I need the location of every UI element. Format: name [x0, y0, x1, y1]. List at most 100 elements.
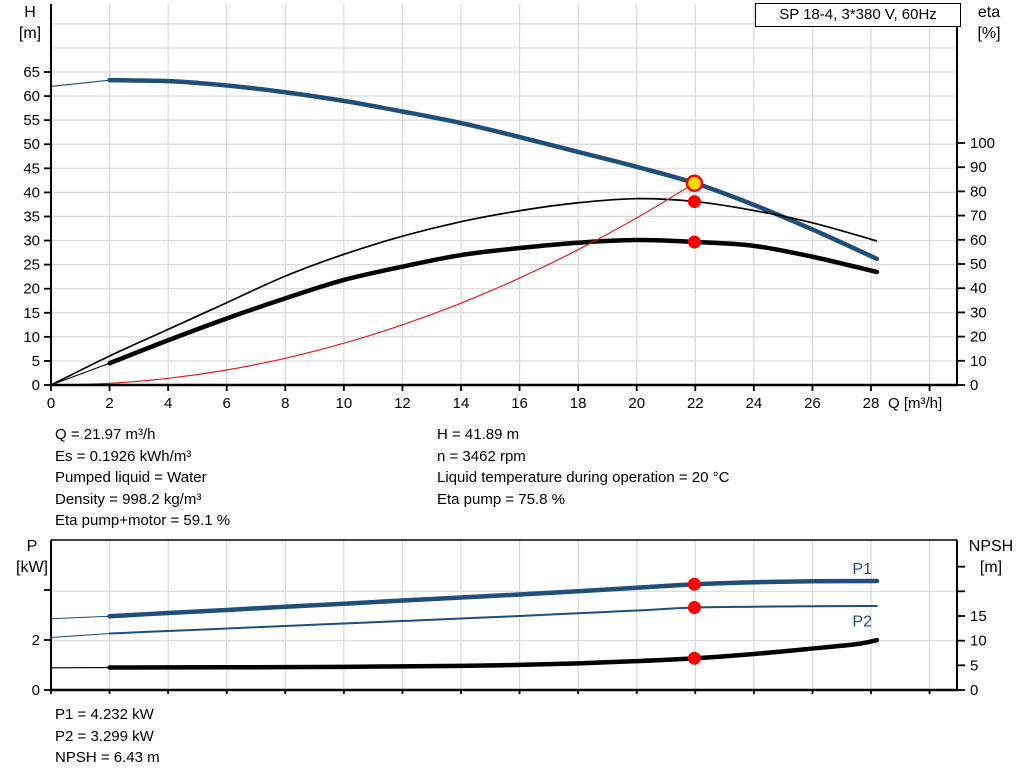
info-line-p1: P1 = 4.232 kW	[55, 706, 154, 723]
info-line-liquid: Pumped liquid = Water	[55, 469, 207, 486]
info-line-q: Q = 21.97 m³/h	[55, 426, 156, 443]
x-tick-label: 16	[511, 395, 528, 412]
left-tick-label: 50	[23, 136, 40, 153]
chart-title: SP 18-4, 3*380 V, 60Hz	[779, 6, 937, 23]
head-curve-main	[107, 77, 880, 262]
left-tick-label: 20	[23, 281, 40, 298]
right-tick-label: 20	[970, 329, 987, 346]
p1-curve-lead	[50, 615, 110, 620]
right-tick-label: 40	[970, 280, 987, 297]
right-tick-label: 5	[970, 657, 978, 674]
npsh-point	[687, 651, 701, 665]
right-tick-label: 60	[970, 232, 987, 249]
x-tick-label: 18	[570, 395, 587, 412]
head-curve-lead	[50, 79, 110, 87]
chart-title-box: SP 18-4, 3*380 V, 60Hz	[755, 3, 961, 27]
left-tick-label: 45	[23, 160, 40, 177]
p-axis-corner-label: P [kW]	[8, 536, 56, 578]
right-tick-label: 100	[970, 135, 995, 152]
npsh-axis-unit: [m]	[979, 559, 1003, 576]
p2-curve-label: P2	[852, 614, 872, 631]
left-tick-label: 10	[23, 329, 40, 346]
left-tick-label: 60	[23, 88, 40, 105]
right-tick-label: 30	[970, 304, 987, 321]
info-line-eta-pump-motor: Eta pump+motor = 59.1 %	[55, 512, 231, 529]
duty-markers	[687, 577, 701, 665]
left-tick-label: 40	[23, 184, 40, 201]
eta-pump-motor-curve-lead	[50, 362, 110, 386]
left-tick-label: 2	[32, 632, 40, 649]
p1-curve-label: P1	[852, 561, 872, 578]
x-tick-label: 14	[453, 395, 470, 412]
info-line-p2: P2 = 3.299 kW	[55, 727, 154, 745]
duty-info-bottom: P1 = 4.232 kW P2 = 3.299 kW NPSH = 6.43 …	[55, 704, 160, 769]
h-axis-unit: [m]	[18, 25, 42, 42]
p2-point	[687, 601, 701, 615]
info-line-h: H = 41.89 m	[437, 426, 520, 443]
eta-pump-point	[687, 195, 701, 209]
duty-info-left: Q = 21.97 m³/h Es = 0.1926 kWh/m³ Pumped…	[55, 424, 230, 532]
right-tick-label: 0	[970, 682, 978, 699]
x-tick-label: 2	[105, 395, 113, 412]
axes: 0 2 0 5 10 15	[32, 539, 987, 699]
p1-curve-main	[107, 578, 880, 619]
npsh-curve	[50, 637, 880, 670]
npsh-curve-main	[107, 637, 880, 670]
right-tick-label: 15	[970, 608, 987, 625]
x-tick-label: 10	[336, 395, 353, 412]
left-tick-label: 5	[32, 353, 40, 370]
npsh-axis-quantity: NPSH	[968, 538, 1014, 555]
eta-pump-motor-curve	[50, 237, 880, 386]
info-line-temperature: Liquid temperature during operation = 20…	[437, 469, 730, 486]
info-line-es: Es = 0.1926 kWh/m³	[55, 447, 192, 465]
eta-axis-corner-label: eta [%]	[966, 2, 1012, 44]
eta-axis-quantity: eta	[977, 4, 1001, 21]
head-curve	[50, 77, 880, 262]
eta-pump-motor-point	[687, 235, 701, 249]
eta-pump-motor-curve-main	[107, 237, 880, 366]
right-tick-label: 50	[970, 256, 987, 273]
x-tick-label: 28	[863, 395, 880, 412]
head-efficiency-chart: 0510152025303540455055606501020304050607…	[23, 4, 995, 412]
p2-curve-main	[108, 605, 878, 635]
x-axis-unit-label: Q [m³/h]	[888, 395, 942, 412]
grid	[51, 4, 957, 385]
x-tick-label: 22	[687, 395, 704, 412]
right-tick-label: 70	[970, 208, 987, 225]
eta-pump-curve	[50, 197, 878, 386]
right-tick-label: 90	[970, 159, 987, 176]
right-tick-label: 80	[970, 183, 987, 200]
x-tick-label: 8	[281, 395, 289, 412]
info-line-n: n = 3462 rpm	[437, 447, 526, 465]
x-tick-label: 12	[394, 395, 411, 412]
p1-curve	[50, 578, 880, 620]
system-curve	[50, 182, 695, 386]
x-tick-label: 6	[223, 395, 231, 412]
h-axis-quantity: H	[24, 4, 36, 21]
x-tick-label: 26	[804, 395, 821, 412]
x-tick-label: 20	[628, 395, 645, 412]
p2-curve	[50, 605, 878, 639]
info-line-npsh: NPSH = 6.43 m	[55, 749, 160, 766]
p-axis-unit: [kW]	[16, 559, 48, 576]
left-tick-label: 0	[32, 682, 40, 699]
left-tick-label: 55	[23, 112, 40, 129]
h-axis-corner-label: H [m]	[10, 2, 50, 44]
left-tick-label: 25	[23, 257, 40, 274]
info-line-density: Density = 998.2 kg/m³	[55, 490, 202, 508]
npsh-axis-corner-label: NPSH [m]	[960, 536, 1022, 578]
right-tick-label: 10	[970, 633, 987, 650]
x-tick-label: 0	[47, 395, 55, 412]
eta-axis-unit: [%]	[977, 25, 1001, 42]
x-tick-label: 24	[746, 395, 763, 412]
left-tick-label: 15	[23, 305, 40, 322]
info-line-eta-pump: Eta pump = 75.8 %	[437, 490, 565, 508]
duty-info-right: H = 41.89 m n = 3462 rpm Liquid temperat…	[437, 424, 729, 510]
left-tick-label: 30	[23, 233, 40, 250]
p2-curve-lead	[50, 632, 110, 639]
duty-point[interactable]	[685, 174, 704, 193]
left-tick-label: 0	[32, 377, 40, 394]
left-tick-label: 65	[23, 64, 40, 81]
